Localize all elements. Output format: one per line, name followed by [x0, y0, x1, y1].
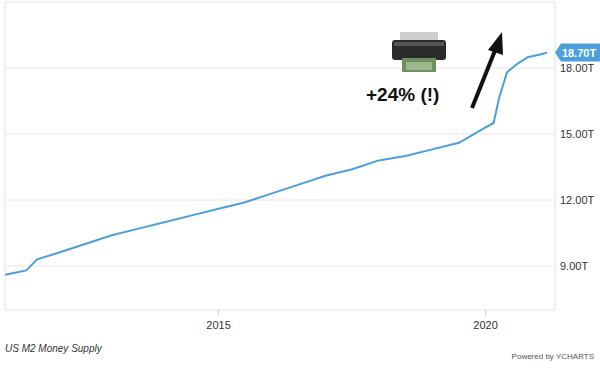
plot-area — [5, 53, 547, 275]
y-tick-label: 15.00T — [560, 128, 595, 140]
x-tick — [218, 310, 219, 315]
grid-line — [5, 266, 555, 267]
m2-line — [5, 53, 547, 275]
printer-money — [402, 58, 436, 72]
x-tick-label: 2020 — [473, 319, 497, 331]
arrow-head — [488, 32, 503, 55]
x-tick-label: 2015 — [206, 319, 230, 331]
printer-money-inner — [406, 62, 432, 70]
y-tick-label: 18.00T — [560, 62, 595, 74]
printer-body — [392, 40, 446, 60]
title: US M2 Money Supply — [5, 343, 103, 354]
annotation: +24% (!) — [366, 84, 439, 105]
plot-frame — [5, 2, 555, 310]
chart: 9.00T 12.00T 15.00T 18.00T 2015 2020 18.70T +24… — [0, 0, 600, 371]
x-tick — [485, 310, 486, 315]
credit: Powered by YCHARTS — [512, 352, 594, 361]
grid-line — [5, 200, 555, 201]
y-tick-label: 12.00T — [560, 194, 595, 206]
arrow-shaft — [472, 48, 496, 108]
printer-top — [394, 42, 444, 46]
grid-line — [5, 68, 555, 69]
end-label-box — [555, 44, 600, 62]
end-label: 18.70T — [562, 47, 597, 59]
printer-icon — [392, 32, 446, 72]
y-tick-label: 9.00T — [560, 260, 588, 272]
